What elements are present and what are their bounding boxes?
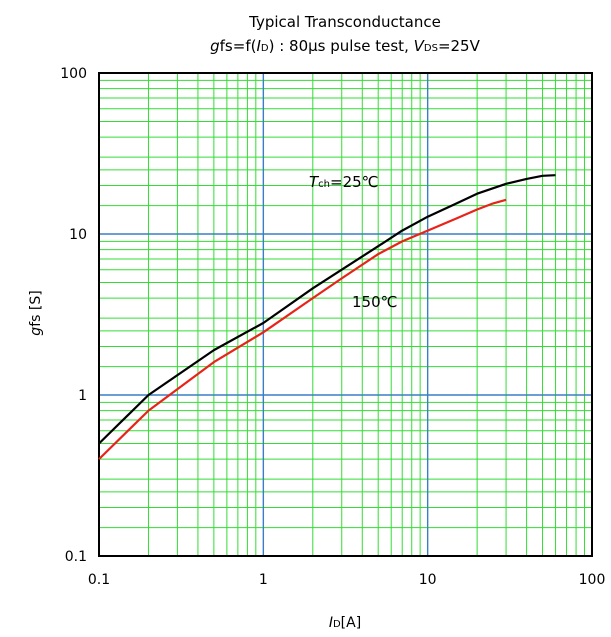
x-axis-label: ID[A] <box>329 615 361 631</box>
y-axis-label: gfs [S] <box>28 290 44 335</box>
series-annotation-150c: 150℃ <box>352 293 397 311</box>
y-tick-label: 10 <box>69 227 87 243</box>
y-tick-label: 100 <box>60 66 87 82</box>
chart-subtitle: gfs=f(ID) : 80μs pulse test, VDS=25V <box>210 37 480 55</box>
series-layer <box>98 174 556 460</box>
series-annotation-25c: Tch=25℃ <box>309 173 379 191</box>
x-tick-label: 10 <box>419 572 437 588</box>
chart-title: Typical Transconductance <box>248 13 441 31</box>
y-tick-label: 0.1 <box>65 549 87 565</box>
minor-grid <box>99 73 592 556</box>
y-tick-label: 1 <box>78 388 87 404</box>
tick-labels: 0.1 1 10 100 0.1 1 10 100 <box>60 66 605 588</box>
plot-frame <box>98 72 593 557</box>
major-grid <box>99 73 592 556</box>
series-line-0 <box>98 174 556 445</box>
x-tick-label: 1 <box>259 572 268 588</box>
x-tick-label: 100 <box>579 572 606 588</box>
x-tick-label: 0.1 <box>88 572 110 588</box>
series-line-1 <box>98 198 507 460</box>
